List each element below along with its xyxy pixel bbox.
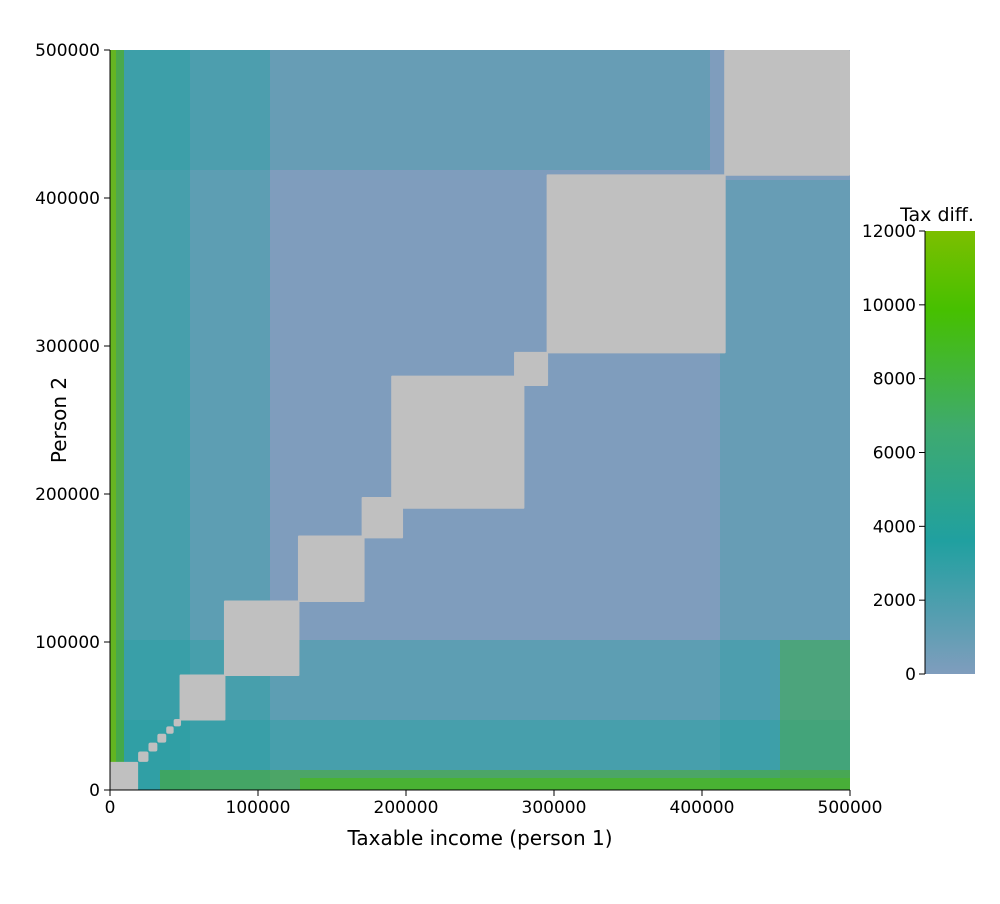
colorbar-tick-label-5: 10000 [862, 296, 916, 316]
y-tick-label-0: 0 [89, 781, 100, 801]
colorbar: 0 2000 4000 6000 8000 10000 12000 Tax diff. [862, 204, 975, 685]
zero-difference-step-2 [148, 742, 158, 752]
x-tick-label-0: 0 [105, 798, 116, 818]
x-tick-label-1: 100000 [226, 798, 291, 818]
zero-difference-region-3 [223, 600, 300, 677]
colorbar-tick-label-1: 2000 [873, 591, 916, 611]
colorbar-tick-label-3: 6000 [873, 444, 916, 464]
x-axis-label: Taxable income (person 1) [346, 826, 612, 850]
y-tick-label-3: 300000 [35, 337, 100, 357]
x-tick-label-2: 200000 [374, 798, 439, 818]
zero-difference-region-6 [391, 375, 525, 509]
zero-difference-region-4 [297, 535, 365, 603]
y-tick-label-5: 500000 [35, 41, 100, 61]
colorbar-tick-label-2: 4000 [873, 517, 916, 537]
colorbar-tick-label-0: 0 [905, 665, 916, 685]
colorbar-tick-label-4: 8000 [873, 370, 916, 390]
colorbar-gradient [925, 231, 975, 674]
colorbar-ticks: 0 2000 4000 6000 8000 10000 12000 [862, 222, 925, 685]
colorbar-label: Tax diff. [899, 204, 974, 226]
zero-difference-region-2 [179, 674, 226, 721]
zero-difference-region-8 [546, 174, 726, 354]
zero-difference-region-7 [514, 351, 549, 386]
x-tick-label-3: 300000 [522, 798, 587, 818]
colorbar-tick-label-6: 12000 [862, 222, 916, 242]
zero-difference-region-1 [110, 761, 139, 790]
x-tick-label-4: 400000 [670, 798, 735, 818]
zero-difference-region-9 [724, 50, 850, 176]
y-tick-label-2: 200000 [35, 485, 100, 505]
axes [109, 50, 850, 791]
zero-difference-regions [110, 50, 850, 790]
y-axis-label: Person 2 [47, 377, 71, 463]
zero-difference-step-4 [166, 726, 174, 734]
y-tick-label-4: 400000 [35, 189, 100, 209]
zero-difference-step-1 [138, 751, 149, 762]
x-axis-ticks: 0 100000 200000 300000 400000 500000 [105, 790, 883, 818]
zero-difference-step-3 [157, 733, 167, 743]
y-axis-ticks: 0 100000 200000 300000 400000 500000 [35, 41, 110, 801]
y-tick-label-1: 100000 [35, 633, 100, 653]
zero-difference-step-5 [173, 718, 182, 727]
x-tick-label-5: 500000 [818, 798, 883, 818]
